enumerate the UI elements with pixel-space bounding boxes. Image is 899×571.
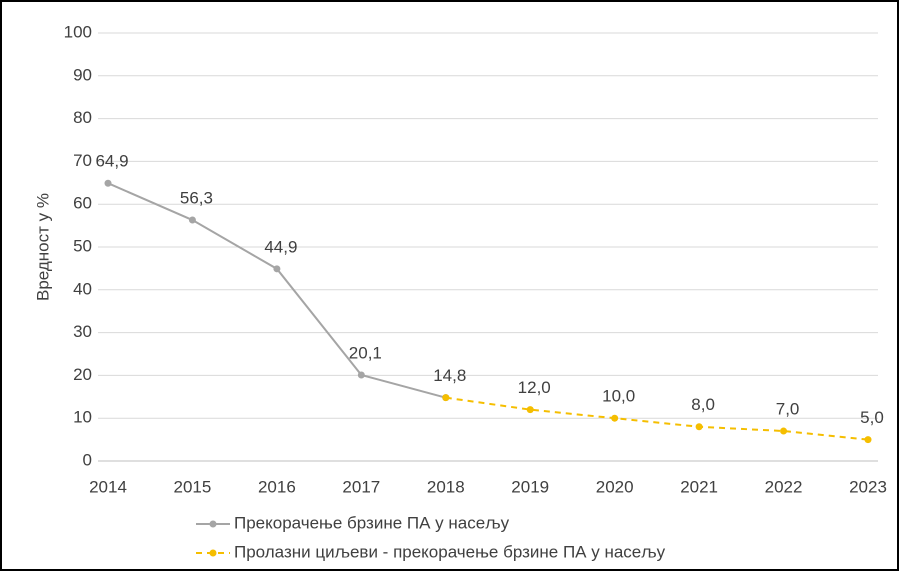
x-tick-label: 2021 [680, 477, 718, 496]
y-tick-label: 40 [73, 279, 92, 298]
data-point [273, 265, 281, 273]
x-tick-label: 2019 [511, 477, 549, 496]
y-tick-label: 60 [73, 194, 92, 213]
data-point [611, 414, 619, 422]
series-line [445, 396, 869, 441]
data-point [188, 216, 196, 224]
data-point [864, 436, 872, 444]
x-tick-label: 2020 [596, 477, 634, 496]
data-point [442, 394, 450, 402]
x-tick-label: 2022 [765, 477, 803, 496]
data-point [695, 423, 703, 431]
data-label: 14,8 [433, 366, 466, 385]
y-tick-label: 100 [64, 22, 92, 41]
x-tick-label: 2023 [849, 477, 887, 496]
data-point [526, 406, 534, 414]
data-point [780, 427, 788, 435]
legend-marker [209, 520, 217, 528]
y-tick-label: 20 [73, 365, 92, 384]
data-label: 5,0 [860, 408, 884, 427]
x-tick-label: 2017 [342, 477, 380, 496]
data-label: 8,0 [691, 395, 715, 414]
x-tick-label: 2015 [174, 477, 212, 496]
legend-label: Пролазни циљеви - прекорачење брзине ПА … [234, 542, 666, 561]
y-tick-label: 50 [73, 236, 92, 255]
y-axis-label: Вредност у % [33, 193, 52, 301]
x-tick-label: 2014 [89, 477, 127, 496]
data-label: 44,9 [264, 237, 297, 256]
y-tick-label: 10 [73, 408, 92, 427]
data-label: 12,0 [518, 378, 551, 397]
y-tick-label: 30 [73, 322, 92, 341]
data-label: 20,1 [349, 343, 382, 362]
legend-marker [209, 549, 217, 557]
data-point [357, 371, 365, 379]
data-point [104, 179, 112, 187]
x-tick-label: 2016 [258, 477, 296, 496]
data-label: 64,9 [95, 152, 128, 171]
data-label: 7,0 [776, 400, 800, 419]
y-tick-label: 80 [73, 108, 92, 127]
y-tick-label: 70 [73, 151, 92, 170]
legend-label: Прекорачење брзине ПА у насељу [234, 513, 510, 532]
x-tick-label: 2018 [427, 477, 465, 496]
data-label: 10,0 [602, 387, 635, 406]
y-tick-label: 0 [83, 450, 92, 469]
y-tick-label: 90 [73, 65, 92, 84]
data-label: 56,3 [180, 189, 213, 208]
